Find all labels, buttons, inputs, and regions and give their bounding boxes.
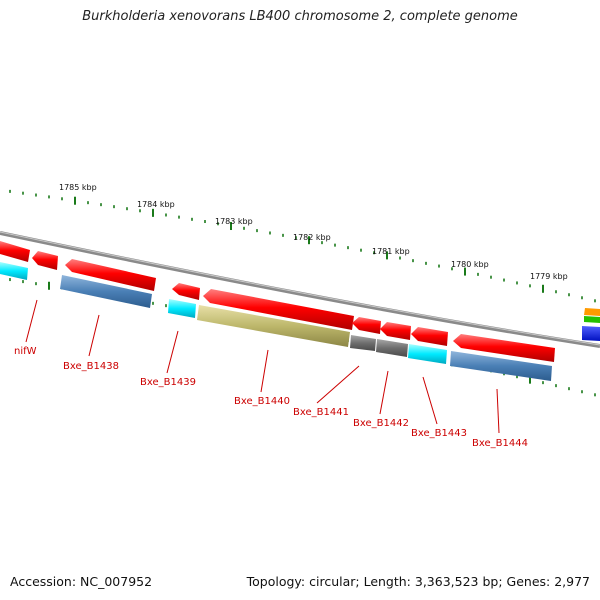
gene-label: Bxe_B1443 [411, 428, 467, 439]
cds-track [0, 241, 555, 362]
ruler-label: 1784 kbp [137, 200, 175, 209]
leader-line [496, 388, 500, 434]
ruler-label: 1782 kbp [293, 233, 331, 242]
ruler-label: 1785 kbp [59, 183, 97, 192]
pure-blue-feature[interactable] [582, 326, 600, 341]
ruler-label: 1781 kbp [372, 247, 410, 256]
cds-arrow[interactable] [411, 327, 448, 346]
green-feature[interactable] [584, 316, 600, 323]
cds-arrow[interactable] [352, 317, 381, 334]
cds-arrow[interactable] [380, 322, 411, 340]
cds-arrow[interactable] [203, 289, 354, 330]
leader-line [379, 370, 389, 415]
backbone-ring [0, 231, 600, 348]
gene-label: Bxe_B1442 [353, 418, 409, 429]
cds-arrow[interactable] [172, 283, 200, 300]
leader-line [166, 330, 179, 374]
ruler-label: 1783 kbp [215, 217, 253, 226]
leader-line [25, 299, 38, 343]
ruler-label: 1779 kbp [530, 272, 568, 281]
cds-arrow[interactable] [65, 259, 156, 291]
accession-text: Accession: NC_007952 [10, 574, 153, 589]
cds-arrow[interactable] [0, 241, 30, 262]
leader-lines [25, 299, 500, 434]
feature-track [0, 262, 552, 381]
cyan-feature[interactable] [168, 299, 196, 318]
backbone-ring-highlight [0, 231, 600, 346]
cds-arrow[interactable] [32, 251, 58, 270]
olive-feature[interactable] [197, 305, 350, 347]
ruler-label: 1780 kbp [451, 260, 489, 269]
cds-arrow[interactable] [453, 334, 555, 362]
leader-line [316, 365, 360, 404]
map-title: Burkholderia xenovorans LB400 chromosome… [82, 9, 518, 24]
leader-line [260, 349, 269, 393]
gene-label: Bxe_B1441 [293, 407, 349, 418]
cyan-feature[interactable] [0, 262, 28, 280]
gray-feature[interactable] [376, 339, 408, 357]
edge-features [582, 308, 600, 341]
topology-summary: Topology: circular; Length: 3,363,523 bp… [246, 574, 590, 589]
leader-line [422, 376, 438, 425]
gene-label: Bxe_B1439 [140, 377, 196, 388]
blue-feature[interactable] [60, 275, 152, 308]
orange-feature[interactable] [584, 308, 600, 316]
cyan-feature[interactable] [408, 344, 447, 364]
gene-label: Bxe_B1438 [63, 361, 119, 372]
blue-feature[interactable] [450, 351, 552, 381]
gray-feature[interactable] [350, 335, 376, 351]
leader-line [88, 314, 100, 357]
outer-ruler [9, 189, 596, 303]
gene-label: Bxe_B1440 [234, 396, 290, 407]
gene-label: Bxe_B1444 [472, 438, 528, 449]
gene-label: nifW [14, 346, 37, 357]
